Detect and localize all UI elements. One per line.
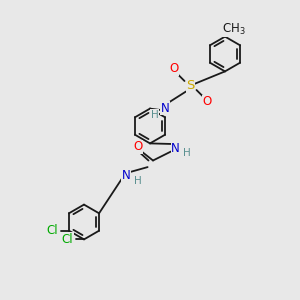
Text: H: H xyxy=(134,176,141,186)
Text: O: O xyxy=(169,62,178,76)
Text: H: H xyxy=(183,148,191,158)
Text: O: O xyxy=(202,95,211,109)
Text: N: N xyxy=(122,169,130,182)
Text: CH$_3$: CH$_3$ xyxy=(222,22,245,37)
Text: S: S xyxy=(186,79,195,92)
Text: Cl: Cl xyxy=(46,224,58,237)
Text: H: H xyxy=(151,110,158,120)
Text: N: N xyxy=(160,101,169,115)
Text: O: O xyxy=(134,140,142,154)
Text: Cl: Cl xyxy=(62,233,73,246)
Text: N: N xyxy=(171,142,180,155)
